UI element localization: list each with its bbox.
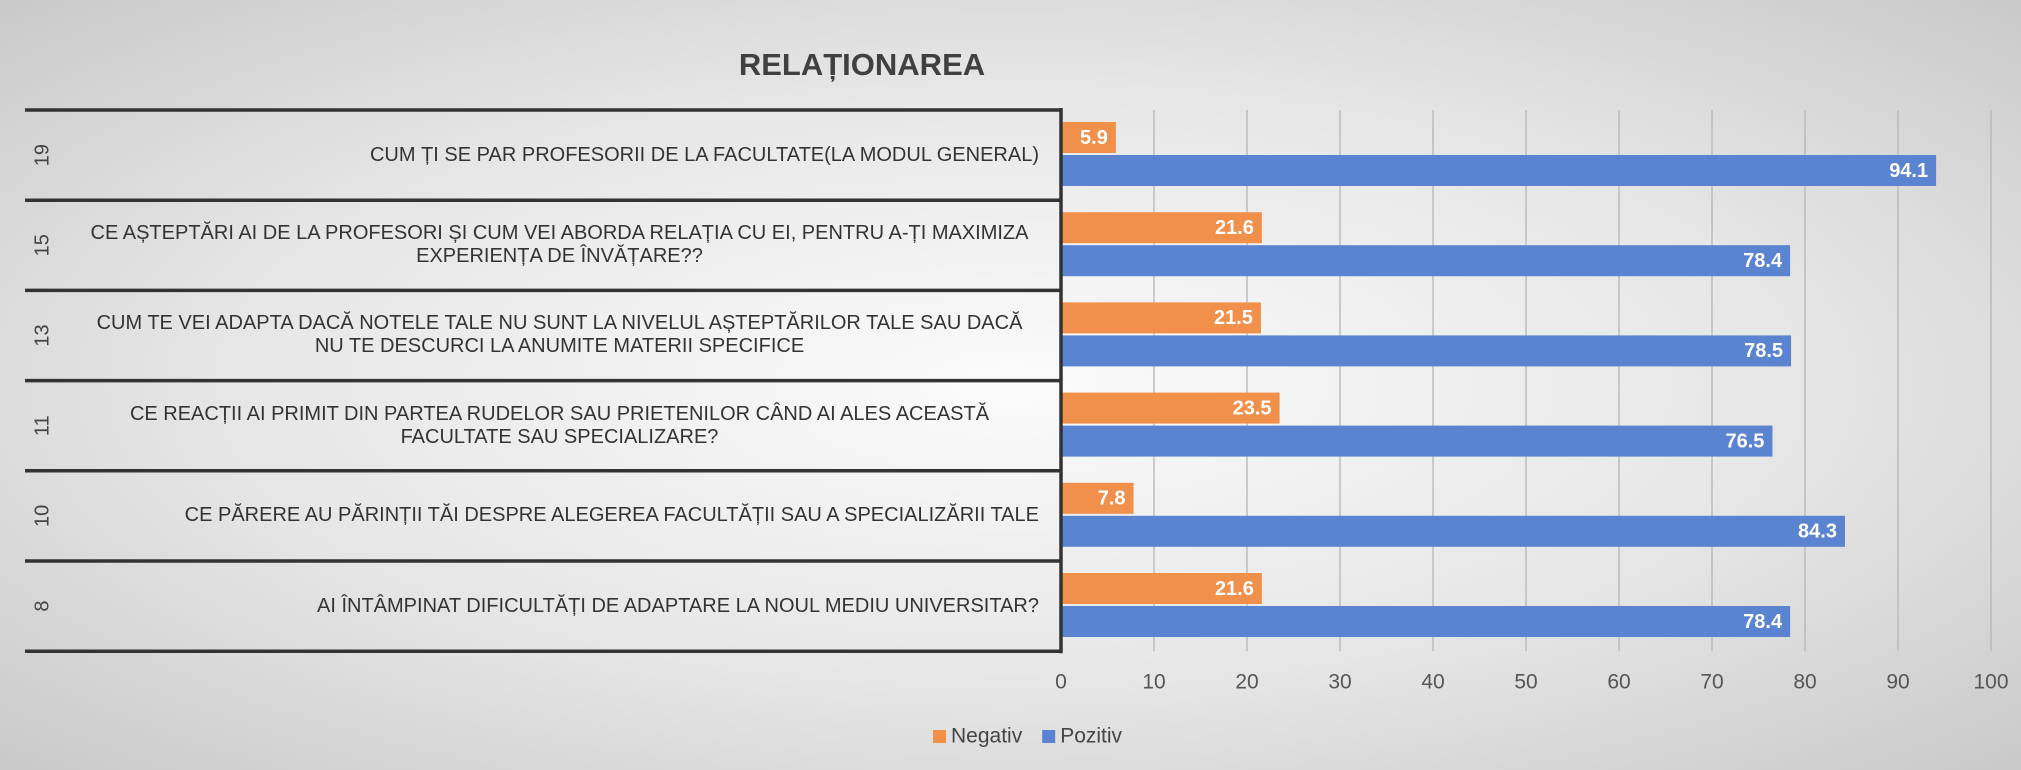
question-text: CE AȘTEPTĂRI AI DE LA PROFESORI ȘI CUM V… xyxy=(90,222,1029,268)
legend-swatch xyxy=(1042,730,1056,743)
value-label: 78.4 xyxy=(1743,250,1783,272)
bar xyxy=(1061,302,1261,334)
x-tick-label: 100 xyxy=(1973,671,2008,694)
question-label: CE AȘTEPTĂRI AI DE LA PROFESORI ȘI CUM V… xyxy=(80,200,1039,290)
x-tick-label: 40 xyxy=(1421,671,1444,694)
question-number: 11 xyxy=(31,415,53,436)
value-label: 94.1 xyxy=(1889,160,1928,182)
bar xyxy=(1061,212,1262,244)
x-tick-label: 90 xyxy=(1886,671,1909,694)
question-text: CUM ȚI SE PAR PROFESORII DE LA FACULTATE… xyxy=(369,143,1039,166)
question-text: CE PĂRERE AU PĂRINȚII TĂI DESPRE ALEGERE… xyxy=(184,504,1039,527)
value-label: 23.5 xyxy=(1233,397,1272,419)
bar xyxy=(1061,122,1116,153)
value-label: 78.5 xyxy=(1744,340,1783,362)
value-label: 76.5 xyxy=(1726,430,1765,452)
bar xyxy=(1061,155,1937,186)
bar xyxy=(1061,515,1845,547)
bar xyxy=(1061,606,1791,637)
legend-label: Negativ xyxy=(951,725,1023,748)
x-tick-label: 0 xyxy=(1055,671,1067,694)
x-tick-label: 80 xyxy=(1793,671,1816,694)
x-tick-label: 20 xyxy=(1235,671,1258,694)
bar xyxy=(1061,245,1791,277)
value-label: 7.8 xyxy=(1098,488,1126,510)
chart-title: RELAȚIONAREA xyxy=(739,47,985,82)
x-tick-label: 30 xyxy=(1328,671,1351,694)
bar xyxy=(1061,335,1792,367)
question-number: 19 xyxy=(31,144,53,166)
question-label: CE PĂRERE AU PĂRINȚII TĂI DESPRE ALEGERE… xyxy=(80,471,1039,561)
question-number: 15 xyxy=(31,234,53,256)
bar xyxy=(1061,425,1773,457)
question-label: CE REACȚII AI PRIMIT DIN PARTEA RUDELOR … xyxy=(80,381,1039,471)
legend-label: Pozitiv xyxy=(1060,725,1122,748)
question-label: CUM ȚI SE PAR PROFESORII DE LA FACULTATE… xyxy=(80,110,1039,200)
question-text: CUM TE VEI ADAPTA DACĂ NOTELE TALE NU SU… xyxy=(96,312,1023,358)
question-text: CE REACȚII AI PRIMIT DIN PARTEA RUDELOR … xyxy=(129,402,990,448)
legend-swatch xyxy=(933,730,946,743)
question-label: AI ÎNTÂMPINAT DIFICULTĂȚI DE ADAPTARE LA… xyxy=(80,561,1039,651)
x-tick-label: 50 xyxy=(1514,671,1537,694)
bar xyxy=(1061,482,1134,514)
value-label: 78.4 xyxy=(1743,611,1783,633)
value-label: 5.9 xyxy=(1080,127,1108,149)
x-tick-label: 60 xyxy=(1607,671,1630,694)
value-label: 21.5 xyxy=(1214,307,1253,329)
x-tick-label: 70 xyxy=(1700,671,1723,694)
bar xyxy=(1061,573,1262,604)
question-label: CUM TE VEI ADAPTA DACĂ NOTELE TALE NU SU… xyxy=(80,290,1039,380)
value-label: 21.6 xyxy=(1215,578,1254,600)
question-text: AI ÎNTÂMPINAT DIFICULTĂȚI DE ADAPTARE LA… xyxy=(317,594,1039,617)
value-label: 21.6 xyxy=(1215,217,1254,239)
question-number: 8 xyxy=(31,601,53,612)
value-label: 84.3 xyxy=(1798,521,1837,543)
x-tick-label: 10 xyxy=(1142,671,1165,694)
question-number: 10 xyxy=(31,505,53,527)
bar xyxy=(1061,392,1280,424)
question-number: 13 xyxy=(31,324,53,346)
